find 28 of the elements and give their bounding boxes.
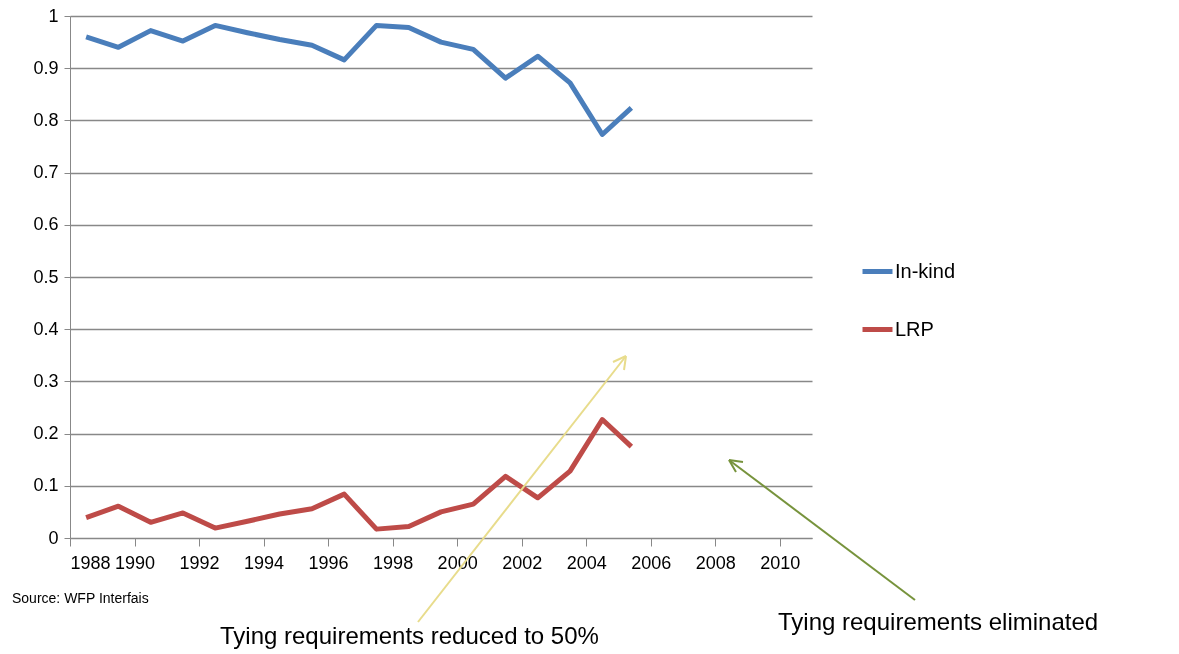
x-tick-label: 2002: [502, 552, 543, 573]
y-tick-label: 0.5: [33, 266, 59, 287]
x-tick-label: 1992: [179, 552, 220, 573]
x-tick-label: 1996: [308, 552, 349, 573]
y-tick-label: 0.3: [33, 370, 59, 391]
x-tick-label: 2008: [695, 552, 736, 573]
y-tick-label: 0.8: [33, 109, 59, 130]
x-tick-label: 1994: [244, 552, 285, 573]
y-tick-label: 0: [48, 527, 59, 548]
x-tick-label: 1990: [115, 552, 156, 573]
source-note: Source: WFP Interfais: [12, 590, 149, 606]
y-tick-label: 1: [48, 5, 59, 26]
y-tick-label: 0.7: [33, 162, 59, 183]
x-tick-label: 2010: [760, 552, 801, 573]
x-tick-label: 2006: [631, 552, 672, 573]
y-tick-label: 0.6: [33, 214, 59, 235]
x-tick-label: 1998: [373, 552, 414, 573]
y-tick-label: 0.9: [33, 57, 59, 78]
y-tick-label: 0.2: [33, 423, 59, 444]
x-tick-label: 1988: [70, 552, 111, 573]
legend-label: In-kind: [895, 259, 956, 282]
x-tick-label: 2004: [566, 552, 607, 573]
y-tick-label: 0.1: [33, 475, 59, 496]
y-tick-label: 0.4: [33, 318, 59, 339]
legend-label: LRP: [895, 317, 934, 340]
x-tick-label: 2000: [437, 552, 478, 573]
text: Tying requirements eliminated: [778, 608, 1099, 636]
text: Tying requirements reduced to 50%: [220, 622, 599, 650]
